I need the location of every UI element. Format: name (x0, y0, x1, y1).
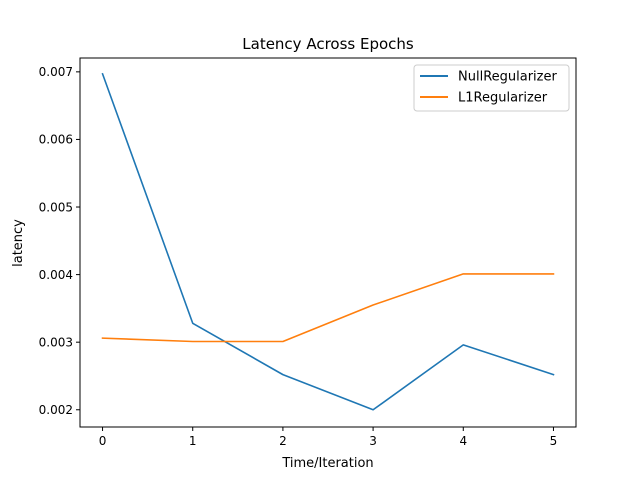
y-tick-label: 0.003 (39, 335, 73, 349)
x-tick-label: 4 (459, 434, 467, 448)
x-tick-label: 0 (99, 434, 107, 448)
x-axis-label: Time/Iteration (281, 456, 373, 471)
y-axis: 0.002 0.003 0.004 0.005 0.006 0.007 (39, 65, 80, 417)
legend-label-nullregularizer: NullRegularizer (458, 70, 557, 85)
x-tick-label: 1 (189, 434, 197, 448)
legend: NullRegularizer L1Regularizer (413, 64, 570, 112)
y-tick-label: 0.005 (39, 200, 73, 214)
series-line-l1regularizer (101, 273, 555, 343)
plot-frame (79, 57, 577, 428)
legend-label-l1regularizer: L1Regularizer (458, 91, 548, 106)
chart-title: Latency Across Epochs (242, 35, 414, 53)
y-axis-label: latency (11, 219, 26, 267)
x-tick-label: 5 (550, 434, 558, 448)
x-tick-label: 3 (369, 434, 377, 448)
series-layer (101, 72, 555, 411)
y-tick-label: 0.004 (39, 268, 73, 282)
y-tick-label: 0.006 (39, 133, 73, 147)
y-tick-label: 0.002 (39, 403, 73, 417)
y-tick-label: 0.007 (39, 65, 73, 79)
x-axis: 0 1 2 3 4 5 (99, 427, 558, 448)
series-line-nullregularizer (101, 72, 555, 411)
legend-box (413, 64, 570, 112)
x-tick-label: 2 (279, 434, 287, 448)
